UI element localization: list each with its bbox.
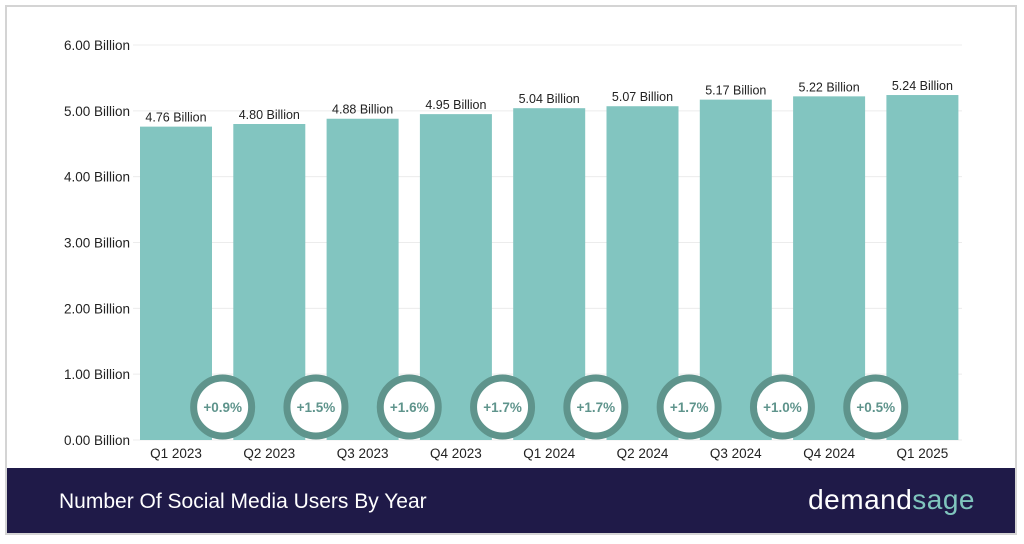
growth-label: +1.5% [297,400,336,415]
bar-value-label: 4.95 Billion [425,98,486,112]
growth-badge [749,374,815,440]
y-tick-label: 3.00 Billion [64,236,130,251]
x-tick-label: Q3 2024 [710,446,762,461]
growth-badge [376,374,442,440]
x-tick-label: Q2 2024 [617,446,669,461]
y-tick-label: 6.00 Billion [64,38,130,53]
bar-value-label: 4.76 Billion [145,111,206,125]
x-tick-label: Q1 2025 [897,446,949,461]
growth-badge [470,374,536,440]
growth-badge [563,374,629,440]
bar-value-label: 5.04 Billion [519,92,580,106]
bar-value-label: 4.88 Billion [332,103,393,117]
growth-badge [843,374,909,440]
growth-label: +1.6% [390,400,429,415]
bar-chart: 0.00 Billion 1.00 Billion 2.00 Billion 3.00… [64,38,962,461]
bar [699,99,772,441]
x-tick-label: Q4 2023 [430,446,482,461]
footer-banner: Number Of Social Media Users By Year dem… [7,468,1015,533]
y-tick-label: 1.00 Billion [64,367,130,382]
growth-label: +1.0% [763,400,802,415]
y-tick-label: 0.00 Billion [64,433,130,448]
bar [793,96,866,440]
growth-label: +1.7% [483,400,522,415]
x-tick-label: Q3 2023 [337,446,389,461]
y-tick-label: 4.00 Billion [64,170,130,185]
bar-value-label: 5.22 Billion [799,80,860,94]
x-tick-label: Q4 2024 [803,446,855,461]
growth-label: +1.7% [670,400,709,415]
logo-demand: demand [808,484,913,515]
growth-label: +0.9% [203,400,242,415]
logo-sage: sage [912,484,975,515]
bar-value-label: 5.24 Billion [892,79,953,93]
chart-title: Number Of Social Media Users By Year [59,490,427,513]
y-tick-label: 5.00 Billion [64,104,130,119]
bar [886,95,959,441]
growth-badge [283,374,349,440]
growth-badge [656,374,722,440]
growth-badge [190,374,256,440]
bar-value-label: 5.17 Billion [705,84,766,98]
growth-label: +0.5% [856,400,895,415]
x-tick-label: Q2 2023 [243,446,295,461]
x-tick-label: Q1 2024 [523,446,575,461]
y-tick-label: 2.00 Billion [64,301,130,316]
bar-value-label: 4.80 Billion [239,108,300,122]
chart-frame: 0.00 Billion 1.00 Billion 2.00 Billion 3.00… [5,5,1017,535]
growth-label: +1.7% [577,400,616,415]
x-tick-label: Q1 2023 [150,446,202,461]
demandsage-logo: demandsage [808,484,975,516]
bar-value-label: 5.07 Billion [612,90,673,104]
